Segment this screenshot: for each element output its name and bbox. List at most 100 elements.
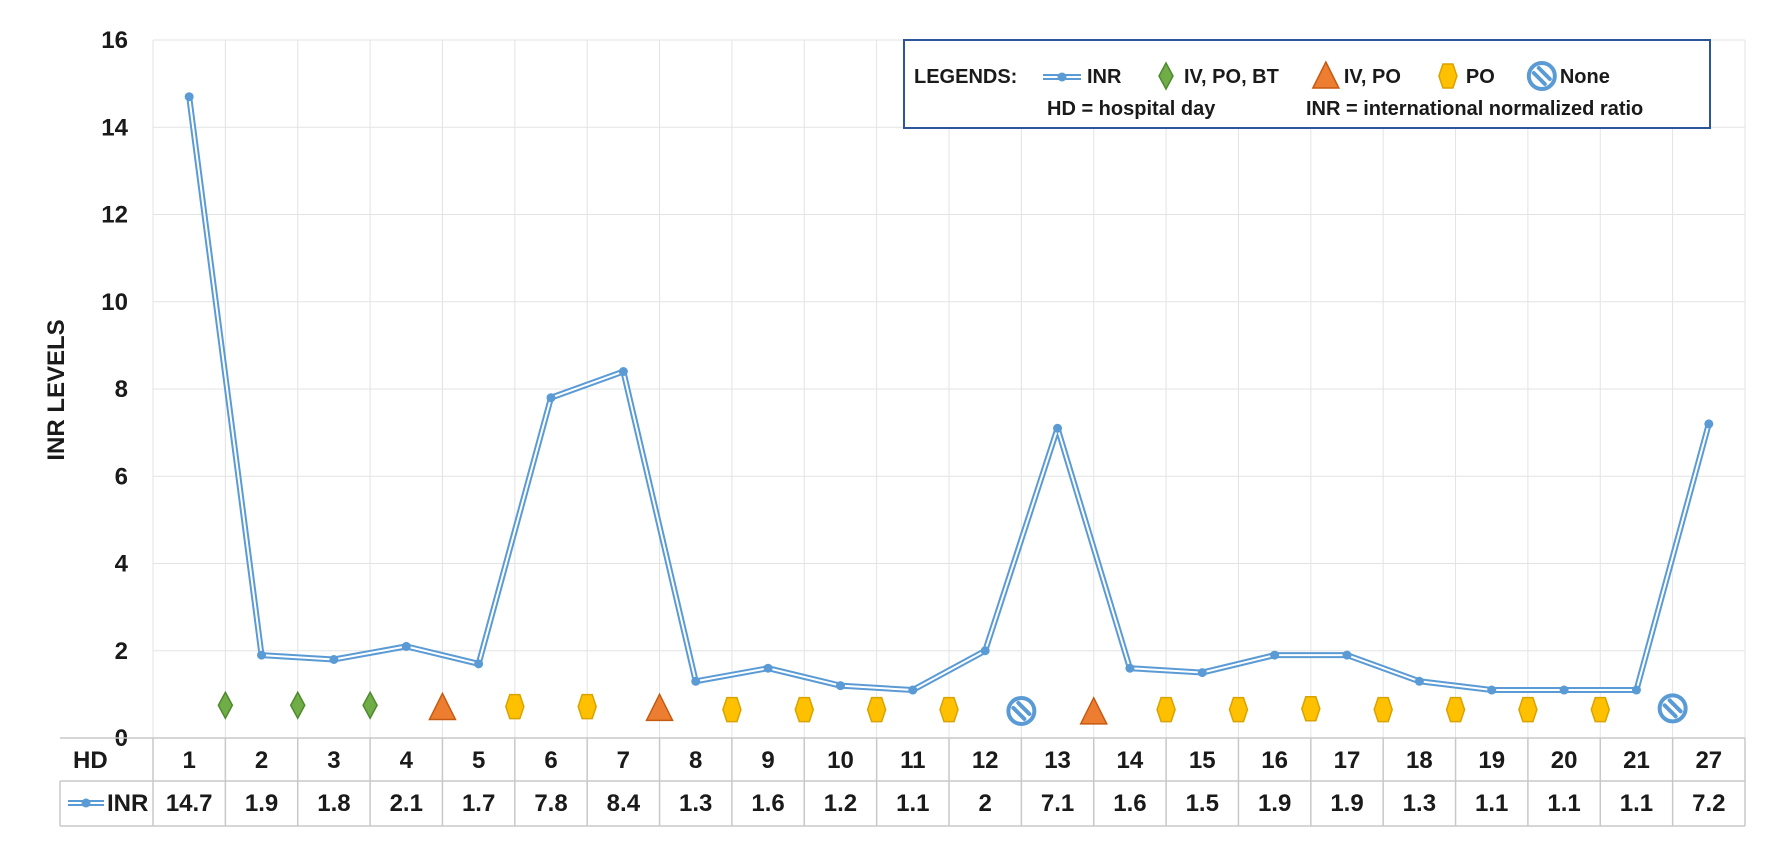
table-value: 2 [979, 790, 992, 817]
treatment-marker-triangle [1079, 696, 1108, 725]
y-tick-label: 10 [101, 289, 128, 316]
x-tick-label: 8 [689, 747, 702, 774]
treatment-marker-hexagon [722, 696, 742, 723]
x-tick-label: 11 [900, 747, 925, 774]
x-tick-label: 15 [1189, 747, 1216, 774]
treatment-marker-hexagon [577, 693, 597, 720]
none-symbol-ring [1006, 695, 1037, 726]
x-tick-label: 12 [972, 747, 999, 774]
x-tick-label: 27 [1695, 747, 1722, 774]
legend-note: INR = international normalized ratio [1306, 98, 1643, 120]
table-value: 1.3 [1403, 790, 1436, 817]
legend-label-triangle: IV, PO [1344, 66, 1401, 88]
table-value: 1.9 [245, 790, 278, 817]
inr-point [618, 367, 628, 377]
table-series-point [81, 798, 91, 808]
inr-point [1197, 668, 1207, 678]
x-tick-label: 17 [1334, 747, 1361, 774]
table-value: 1.1 [896, 790, 929, 817]
table-value: 1.6 [1113, 790, 1146, 817]
y-tick-label: 16 [101, 27, 128, 54]
treatment-marker-hexagon [1590, 696, 1611, 723]
table-value: 14.7 [166, 790, 213, 817]
none-symbol-ring [1657, 693, 1688, 724]
y-tick-label: 6 [115, 463, 128, 490]
inr-point [835, 681, 845, 691]
inr-point [1342, 650, 1352, 660]
inr-point [908, 685, 918, 695]
none-symbol-bar [1531, 71, 1547, 86]
inr-point [257, 650, 267, 660]
treatment-marker-triangle [428, 691, 457, 721]
legend-note: HD = hospital day [1047, 98, 1216, 120]
legend-swatch-triangle [1311, 60, 1341, 89]
none-symbol-bar [1011, 705, 1027, 721]
inr-line-inner [188, 96, 1710, 692]
treatment-markers [217, 690, 1688, 726]
x-tick-label: 3 [327, 747, 340, 774]
inr-point [546, 393, 556, 403]
y-tick-label: 2 [115, 638, 128, 665]
inr-point [1559, 685, 1569, 695]
inr-series [184, 92, 1714, 695]
x-tick-label: 2 [255, 747, 268, 774]
y-tick-label: 12 [101, 202, 128, 229]
data-table: HD 1 2 3 4 5 6 7 8 9 10 11 12 13 14 15 16 17 18 19 20 21 27INR… [59, 737, 1746, 827]
legend-swatch-diamond [1158, 61, 1174, 91]
legend-label-inr: INR [1087, 66, 1122, 88]
treatment-marker-hexagon [1228, 696, 1249, 723]
inr-point [1414, 676, 1424, 686]
legend-line-point [1057, 72, 1067, 82]
inr-point [1270, 650, 1280, 660]
legend-title: LEGENDS: [914, 66, 1017, 88]
table-value: 7.2 [1692, 790, 1725, 817]
x-tick-label: 13 [1044, 747, 1071, 774]
x-tick-label: 21 [1623, 747, 1650, 774]
treatment-marker-hexagon [1301, 696, 1321, 722]
inr-point [329, 654, 339, 664]
inr-point [401, 641, 411, 651]
legend: LEGENDS: INR IV, PO, BT IV, PO PO None HD = ho… [903, 39, 1711, 129]
legend-swatch-none [1526, 61, 1557, 91]
y-tick-label: 14 [101, 114, 128, 141]
y-tick-label: 8 [115, 376, 128, 403]
table-value: 1.1 [1620, 790, 1653, 817]
treatment-marker-none [1006, 695, 1037, 726]
table-value: 1.8 [317, 790, 350, 817]
inr-point [184, 92, 194, 102]
legend-label-diamond: IV, PO, BT [1184, 66, 1279, 88]
y-axis-title: INR LEVELS [43, 319, 70, 460]
table-value: 7.8 [534, 790, 567, 817]
table-value: 1.1 [1475, 790, 1508, 817]
table-value: 1.9 [1330, 790, 1363, 817]
inr-point [691, 676, 701, 686]
inr-point [1487, 685, 1497, 695]
x-tick-label: 7 [617, 747, 630, 774]
legend-swatch-hexagon [1438, 63, 1458, 89]
inr-point [474, 659, 484, 669]
table-value: 1.6 [751, 790, 784, 817]
table-series-name: INR [107, 790, 148, 817]
x-tick-label: 10 [827, 747, 854, 774]
table-value: 1.5 [1186, 790, 1219, 817]
x-tick-label: 5 [472, 747, 485, 774]
table-value: 7.1 [1041, 790, 1074, 817]
treatment-marker-triangle [645, 692, 674, 722]
none-symbol-bar [1536, 66, 1552, 81]
none-symbol-bar [1662, 703, 1678, 719]
table-value: 1.3 [679, 790, 712, 817]
x-tick-label: 1 [183, 747, 196, 774]
inr-point [980, 646, 990, 656]
inr-point [1704, 419, 1714, 429]
x-tick-label: 4 [400, 747, 414, 774]
y-tick-label: 4 [115, 551, 129, 578]
legend-label-none: None [1560, 66, 1610, 88]
table-value: 1.7 [462, 790, 495, 817]
x-tick-label: 16 [1261, 747, 1288, 774]
treatment-marker-diamond [362, 690, 378, 720]
inr-point [1631, 685, 1641, 695]
table-value: 1.2 [824, 790, 857, 817]
table-value: 2.1 [390, 790, 423, 817]
x-tick-label: 19 [1478, 747, 1505, 774]
